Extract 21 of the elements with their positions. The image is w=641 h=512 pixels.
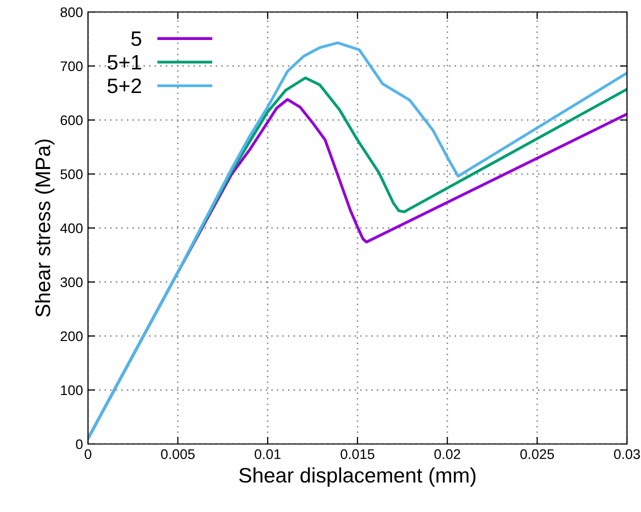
x-tick-label: 0 (84, 449, 92, 460)
x-axis-title: Shear displacement (mm) (239, 467, 476, 487)
y-tick-label: 500 (60, 169, 83, 180)
x-tick-label: 0.02 (434, 449, 460, 460)
y-tick-label: 700 (60, 61, 83, 72)
x-tick-label: 0.03 (614, 449, 640, 460)
x-tick-label: 0.015 (340, 449, 374, 460)
y-tick-label: 400 (60, 223, 83, 234)
x-tick-label: 0.005 (161, 449, 195, 460)
y-tick-label: 200 (60, 331, 83, 342)
x-tick-label: 0.01 (254, 449, 281, 460)
y-tick-label: 600 (60, 115, 83, 126)
legend-label: 5+2 (108, 78, 142, 94)
legend-label: 5 (131, 32, 142, 46)
y-tick-label: 300 (60, 277, 83, 288)
legend-label: 5+1 (108, 55, 142, 70)
y-tick-label: 100 (61, 385, 83, 396)
y-axis-title: Shear stress (MPa) (34, 140, 54, 317)
y-tick-label: 0 (76, 439, 83, 450)
x-tick-label: 0.025 (520, 449, 554, 460)
y-tick-label: 800 (60, 7, 83, 18)
